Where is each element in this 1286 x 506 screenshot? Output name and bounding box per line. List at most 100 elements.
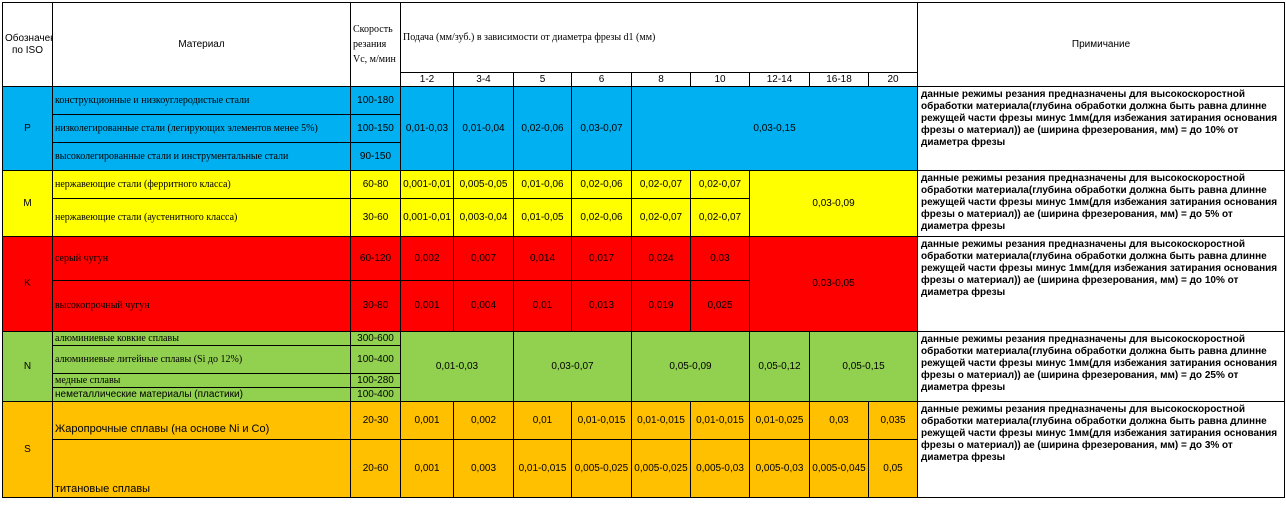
feed-cell: 0,03-0,05 [748,236,919,332]
feed-cell: 0,03-0,07 [513,331,632,402]
feed-cell: 0,001 [400,280,454,332]
feed-cell: 0,007 [453,236,514,281]
material-cell: конструкционные и низкоуглеродистые стал… [52,86,351,115]
header-diameter: 10 [690,72,750,87]
speed-cell: 60-120 [350,236,401,281]
feed-cell: 0,02-0,07 [690,198,750,237]
note-cell: данные режимы резания предназначены для … [917,331,1286,402]
feed-cell: 0,005-0,05 [453,170,514,199]
feed-cell: 0,03-0,15 [630,86,919,171]
table-row: неметаллические материалы (пластики) 100… [3,387,1285,402]
feed-cell: 0,001-0,01 [400,170,454,199]
feed-cell: 0,01-0,03 [400,86,454,171]
speed-cell: 100-400 [350,387,401,402]
iso-code-s: S [2,401,53,498]
feed-cell: 0,035 [867,401,919,440]
feed-cell: 0,02-0,06 [513,86,572,171]
table-row: нержавеющие стали (аустенитного класса) … [3,198,1285,237]
feed-cell: 0,024 [631,236,691,281]
speed-cell: 100-280 [350,373,401,388]
iso-code-p: P [2,86,53,171]
feed-cell: 0,02-0,07 [690,170,750,199]
feed-cell: 0,01-0,03 [400,331,514,402]
feed-cell: 0,003-0,04 [453,198,514,237]
feed-cell: 0,02-0,07 [631,198,691,237]
feed-cell: 0,02-0,07 [631,170,691,199]
feed-cell: 0,01-0,015 [631,401,691,440]
note-cell: данные режимы резания предназначены для … [917,401,1286,498]
feed-cell: 0,05-0,12 [749,331,810,402]
feed-cell: 0,03-0,07 [571,86,632,171]
feed-cell: 0,001-0,01 [400,198,454,237]
table-row: низколегированные стали (легирующих элем… [3,114,1285,143]
header-diameter: 6 [571,72,632,87]
feed-cell: 0,02-0,06 [571,198,632,237]
speed-cell: 60-80 [350,170,401,199]
table-row: P конструкционные и низкоуглеродистые ст… [2,86,1286,171]
feed-cell: 0,01-0,025 [749,401,810,440]
header-diameter: 8 [631,72,691,87]
feed-cell: 0,03 [690,236,750,281]
table-row: K серый чугун 60-120 0,002 0,007 0,014 0… [2,236,1286,332]
feed-cell: 0,02-0,06 [571,170,632,199]
feed-cell: 0,001 [400,439,454,498]
iso-code-n: N [2,331,53,402]
header-diameter: 20 [867,72,919,87]
note-cell: данные режимы резания предназначены для … [917,236,1286,332]
feed-cell: 0,01 [513,401,572,440]
feed-cell: 0,05 [867,439,919,498]
speed-cell: 90-150 [350,142,401,171]
speed-cell: 20-30 [350,401,401,440]
feed-cell: 0,013 [571,280,632,332]
material-cell: титановые сплавы [52,439,351,498]
table-row: N алюминиевые ковкие сплавы 300-600 0,01… [2,331,1286,402]
material-cell: высоколегированные стали и инструменталь… [52,142,351,171]
header-diameter: 16-18 [809,72,869,87]
feed-cell: 0,03-0,09 [748,170,919,237]
speed-cell: 100-150 [350,114,401,143]
feed-cell: 0,019 [631,280,691,332]
feed-cell: 0,005-0,025 [571,439,632,498]
feed-cell: 0,014 [513,236,572,281]
table-row: алюминиевые литейные сплавы (Si до 12%) … [3,345,1285,374]
speed-cell: 100-400 [350,345,401,374]
note-cell: данные режимы резания предназначены для … [917,170,1286,237]
feed-cell: 0,002 [453,401,514,440]
material-cell: высокопрочный чугун [52,280,351,332]
header-material: Материал [52,2,351,87]
material-cell: нержавеющие стали (аустенитного класса) [52,198,351,237]
feed-cell: 0,005-0,025 [631,439,691,498]
feed-cell: 0,05-0,15 [808,331,919,402]
header-speed: Скорость резания Vc, м/мин [350,2,401,87]
material-cell: алюминиевые литейные сплавы (Si до 12%) [52,345,351,374]
header-iso: Обозначение по ISO [2,2,53,87]
feed-cell: 0,001 [400,401,454,440]
feed-cell: 0,01-0,05 [513,198,572,237]
material-cell: нержавеющие стали (ферритного класса) [52,170,351,199]
feed-cell: 0,003 [453,439,514,498]
table-row: высокопрочный чугун 30-80 0,001 0,004 0,… [3,280,1285,332]
speed-cell: 20-60 [350,439,401,498]
speed-cell: 300-600 [350,331,401,346]
feed-cell: 0,01-0,015 [513,439,572,498]
feed-cell: 0,004 [453,280,514,332]
table-row: S Жаропрочные сплавы (на основе Ni и Co)… [2,401,1286,498]
header-diameter: 12-14 [749,72,810,87]
material-cell: медные сплавы [52,373,351,388]
header-note: Примичание [917,2,1286,87]
material-cell: алюминиевые ковкие сплавы [52,331,351,346]
feed-cell: 0,005-0,03 [749,439,810,498]
material-cell: неметаллические материалы (пластики) [52,387,351,402]
note-cell: данные режимы резания предназначены для … [917,86,1286,171]
iso-code-m: M [2,170,53,237]
feed-cell: 0,005-0,03 [690,439,750,498]
table-row: M нержавеющие стали (ферритного класса) … [2,170,1286,237]
feed-cell: 0,005-0,045 [809,439,869,498]
feed-cell: 0,01-0,015 [571,401,632,440]
feed-cell: 0,01 [513,280,572,332]
feed-cell: 0,05-0,09 [631,331,750,402]
iso-code-k: K [2,236,53,332]
header-diameter: 5 [513,72,572,87]
feed-cell: 0,01-0,06 [513,170,572,199]
header-diameter: 3-4 [453,72,514,87]
